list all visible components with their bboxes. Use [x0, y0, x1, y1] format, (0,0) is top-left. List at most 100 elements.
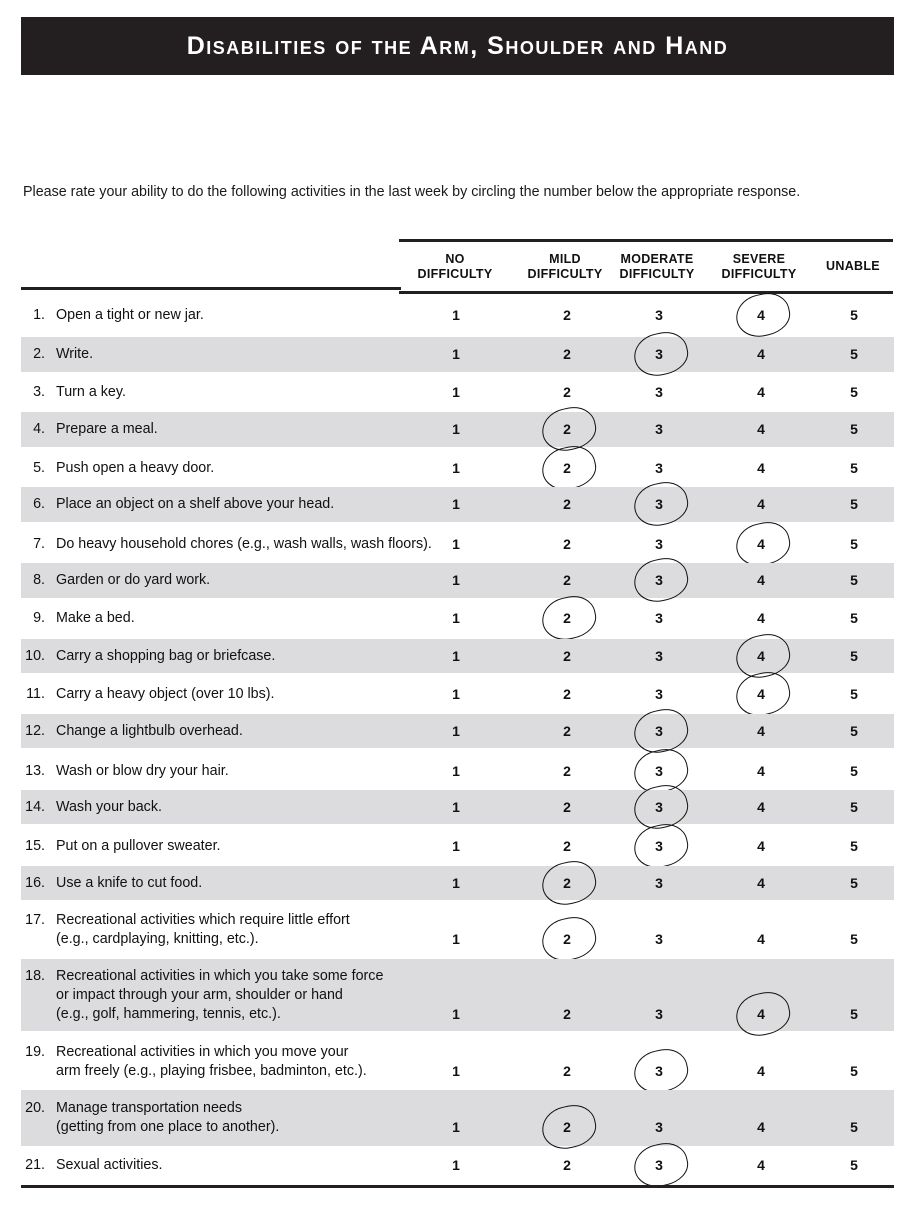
rating-option-2[interactable]: 2 — [563, 723, 571, 739]
rating-option-4[interactable]: 4 — [757, 496, 765, 512]
rating-option-1[interactable]: 1 — [452, 307, 460, 323]
rating-option-4[interactable]: 4 — [757, 307, 765, 323]
rating-option-2[interactable]: 2 — [563, 536, 571, 552]
rating-option-1[interactable]: 1 — [452, 763, 460, 779]
rating-option-1[interactable]: 1 — [452, 875, 460, 891]
rating-option-5[interactable]: 5 — [850, 1063, 858, 1079]
rating-option-5[interactable]: 5 — [850, 723, 858, 739]
rating-option-2[interactable]: 2 — [563, 421, 571, 437]
rating-option-4[interactable]: 4 — [757, 1006, 765, 1022]
rating-option-2[interactable]: 2 — [563, 460, 571, 476]
rating-option-4[interactable]: 4 — [757, 1157, 765, 1173]
rating-option-5[interactable]: 5 — [850, 1157, 858, 1173]
rating-option-3[interactable]: 3 — [655, 307, 663, 323]
rating-option-3[interactable]: 3 — [655, 610, 663, 626]
rating-option-2[interactable]: 2 — [563, 799, 571, 815]
rating-option-1[interactable]: 1 — [452, 384, 460, 400]
rating-option-2[interactable]: 2 — [563, 875, 571, 891]
rating-option-5[interactable]: 5 — [850, 572, 858, 588]
rating-option-3[interactable]: 3 — [655, 799, 663, 815]
rating-option-4[interactable]: 4 — [757, 723, 765, 739]
rating-option-3[interactable]: 3 — [655, 346, 663, 362]
rating-option-5[interactable]: 5 — [850, 384, 858, 400]
rating-option-3[interactable]: 3 — [655, 875, 663, 891]
rating-option-4[interactable]: 4 — [757, 799, 765, 815]
rating-option-3[interactable]: 3 — [655, 763, 663, 779]
rating-option-2[interactable]: 2 — [563, 648, 571, 664]
rating-option-2[interactable]: 2 — [563, 307, 571, 323]
rating-option-1[interactable]: 1 — [452, 1119, 460, 1135]
rating-option-2[interactable]: 2 — [563, 572, 571, 588]
rating-option-4[interactable]: 4 — [757, 1063, 765, 1079]
rating-option-3[interactable]: 3 — [655, 1063, 663, 1079]
rating-option-1[interactable]: 1 — [452, 1157, 460, 1173]
rating-option-1[interactable]: 1 — [452, 496, 460, 512]
rating-option-5[interactable]: 5 — [850, 686, 858, 702]
rating-option-3[interactable]: 3 — [655, 536, 663, 552]
rating-option-1[interactable]: 1 — [452, 460, 460, 476]
rating-option-4[interactable]: 4 — [757, 610, 765, 626]
rating-option-4[interactable]: 4 — [757, 763, 765, 779]
rating-option-1[interactable]: 1 — [452, 1006, 460, 1022]
rating-option-1[interactable]: 1 — [452, 536, 460, 552]
rating-option-2[interactable]: 2 — [563, 686, 571, 702]
rating-option-2[interactable]: 2 — [563, 1063, 571, 1079]
rating-option-5[interactable]: 5 — [850, 1119, 858, 1135]
rating-option-4[interactable]: 4 — [757, 460, 765, 476]
rating-option-2[interactable]: 2 — [563, 838, 571, 854]
rating-option-3[interactable]: 3 — [655, 460, 663, 476]
rating-option-2[interactable]: 2 — [563, 1119, 571, 1135]
rating-option-4[interactable]: 4 — [757, 572, 765, 588]
rating-option-5[interactable]: 5 — [850, 763, 858, 779]
rating-option-5[interactable]: 5 — [850, 346, 858, 362]
rating-option-3[interactable]: 3 — [655, 686, 663, 702]
rating-option-1[interactable]: 1 — [452, 610, 460, 626]
rating-option-5[interactable]: 5 — [850, 536, 858, 552]
rating-option-3[interactable]: 3 — [655, 421, 663, 437]
rating-option-4[interactable]: 4 — [757, 421, 765, 437]
rating-option-5[interactable]: 5 — [850, 875, 858, 891]
rating-option-5[interactable]: 5 — [850, 496, 858, 512]
rating-option-4[interactable]: 4 — [757, 384, 765, 400]
rating-option-3[interactable]: 3 — [655, 496, 663, 512]
rating-option-5[interactable]: 5 — [850, 421, 858, 437]
rating-option-5[interactable]: 5 — [850, 799, 858, 815]
rating-option-3[interactable]: 3 — [655, 1006, 663, 1022]
rating-option-3[interactable]: 3 — [655, 384, 663, 400]
rating-option-4[interactable]: 4 — [757, 1119, 765, 1135]
rating-option-2[interactable]: 2 — [563, 1157, 571, 1173]
rating-option-2[interactable]: 2 — [563, 346, 571, 362]
rating-option-1[interactable]: 1 — [452, 723, 460, 739]
rating-option-4[interactable]: 4 — [757, 931, 765, 947]
rating-option-4[interactable]: 4 — [757, 346, 765, 362]
rating-option-3[interactable]: 3 — [655, 931, 663, 947]
rating-option-1[interactable]: 1 — [452, 838, 460, 854]
rating-option-4[interactable]: 4 — [757, 648, 765, 664]
rating-option-1[interactable]: 1 — [452, 1063, 460, 1079]
rating-option-2[interactable]: 2 — [563, 1006, 571, 1022]
rating-option-5[interactable]: 5 — [850, 931, 858, 947]
rating-option-5[interactable]: 5 — [850, 838, 858, 854]
rating-option-1[interactable]: 1 — [452, 648, 460, 664]
rating-option-5[interactable]: 5 — [850, 648, 858, 664]
rating-option-1[interactable]: 1 — [452, 572, 460, 588]
rating-option-2[interactable]: 2 — [563, 384, 571, 400]
rating-option-1[interactable]: 1 — [452, 346, 460, 362]
rating-option-1[interactable]: 1 — [452, 931, 460, 947]
rating-option-5[interactable]: 5 — [850, 1006, 858, 1022]
rating-option-3[interactable]: 3 — [655, 572, 663, 588]
rating-option-3[interactable]: 3 — [655, 1157, 663, 1173]
rating-option-5[interactable]: 5 — [850, 460, 858, 476]
rating-option-2[interactable]: 2 — [563, 931, 571, 947]
rating-option-2[interactable]: 2 — [563, 496, 571, 512]
rating-option-1[interactable]: 1 — [452, 799, 460, 815]
rating-option-2[interactable]: 2 — [563, 763, 571, 779]
rating-option-2[interactable]: 2 — [563, 610, 571, 626]
rating-option-3[interactable]: 3 — [655, 648, 663, 664]
rating-option-5[interactable]: 5 — [850, 610, 858, 626]
rating-option-4[interactable]: 4 — [757, 875, 765, 891]
rating-option-4[interactable]: 4 — [757, 536, 765, 552]
rating-option-4[interactable]: 4 — [757, 686, 765, 702]
rating-option-5[interactable]: 5 — [850, 307, 858, 323]
rating-option-1[interactable]: 1 — [452, 421, 460, 437]
